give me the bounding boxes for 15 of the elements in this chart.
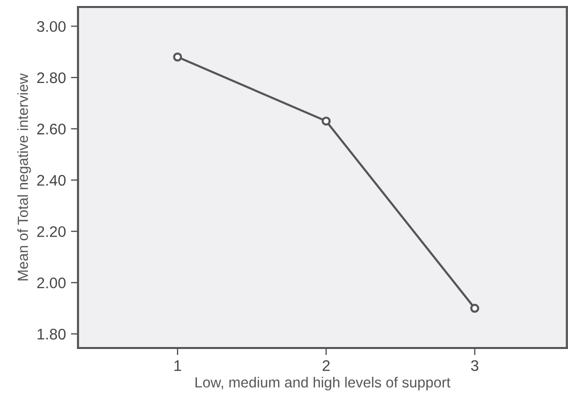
x-tick-label: 3	[471, 360, 478, 372]
point	[322, 116, 331, 126]
y-axis-title: Mean of Total negative interview	[17, 73, 31, 280]
y-tick-label: 2.60	[37, 124, 66, 134]
y-tick-label: 2.80	[37, 72, 66, 84]
y-tick-label: 1.80	[38, 328, 66, 340]
y-tick-label: 2.40	[37, 174, 66, 186]
y-tick-label: 2.00	[37, 277, 66, 288]
point	[470, 304, 480, 313]
x-tick-label: 2	[322, 360, 330, 371]
y-tick-label: 3.00	[37, 21, 66, 32]
y-tick-label: 2.20	[37, 226, 66, 238]
point	[173, 52, 182, 62]
x-axis-title: Low, medium and high levels of support	[196, 376, 450, 390]
x-tick-label: 1	[174, 360, 182, 371]
